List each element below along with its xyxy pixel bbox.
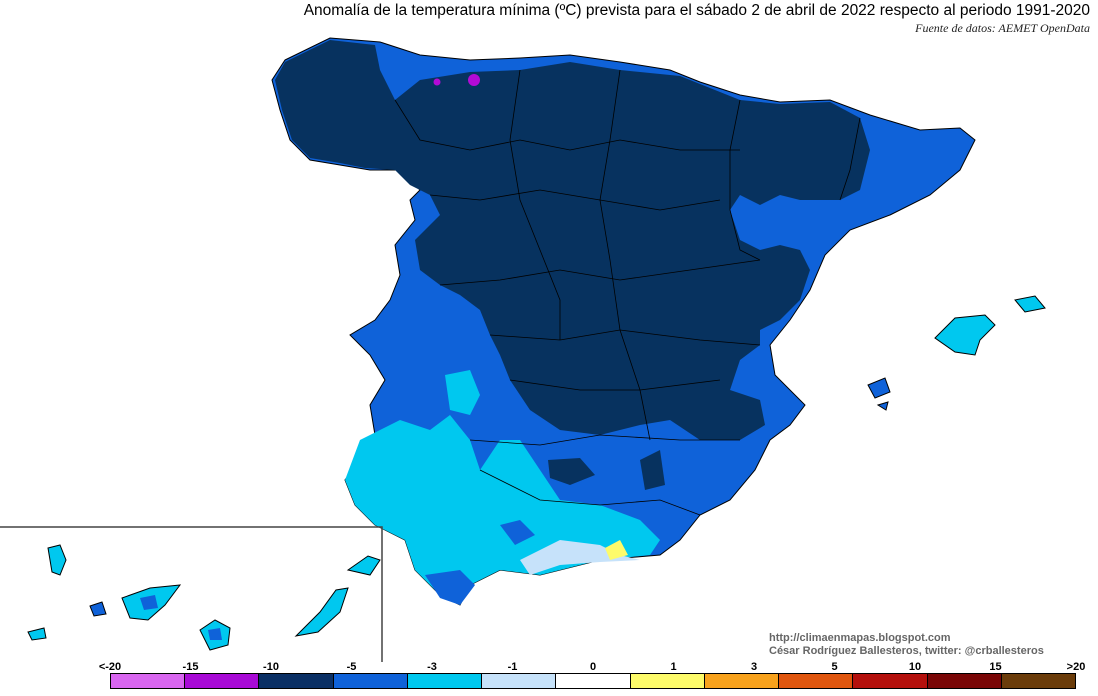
legend-swatch: [556, 674, 631, 688]
fuerteventura: [294, 587, 349, 637]
legend-swatch: [185, 674, 260, 688]
legend-swatch: [482, 674, 557, 688]
credit-blog: http://climaenmapas.blogspot.com: [769, 632, 951, 644]
legend-swatch: [779, 674, 854, 688]
magenta-spot-1: [468, 74, 480, 86]
legend-tick-label: <-20: [98, 661, 122, 673]
magenta-spot-2: [433, 78, 441, 86]
color-legend: [110, 673, 1076, 689]
formentera: [876, 401, 889, 411]
legend-swatch: [630, 674, 705, 688]
legend-swatch: [259, 674, 334, 688]
la-gomera: [89, 601, 107, 617]
legend-swatch: [111, 674, 186, 688]
cold-pocket-huelva: [425, 570, 475, 605]
legend-tick-label: 0: [589, 661, 597, 673]
legend-swatch: [333, 674, 408, 688]
very-cold-pocket-east: [640, 450, 665, 490]
la-palma: [47, 544, 67, 576]
legend-tick-label: 10: [908, 661, 922, 673]
legend-tick-label: -3: [427, 661, 437, 673]
legend-tick-label: 15: [989, 661, 1002, 673]
canary-inset-frame: [0, 526, 383, 662]
legend-swatch: [927, 674, 1002, 688]
legend-swatch: [407, 674, 483, 688]
map-title: Anomalía de la temperatura mínima (ºC) p…: [303, 2, 1090, 19]
lanzarote: [346, 555, 381, 576]
cool-region-west: [445, 370, 480, 415]
legend-swatch: [1001, 674, 1076, 688]
legend-tick-label: 3: [750, 661, 758, 673]
menorca: [1014, 295, 1046, 313]
ibiza: [867, 377, 891, 399]
legend-swatch: [853, 674, 928, 688]
very-cold-pocket-jaen: [548, 458, 595, 485]
cold-pocket-granada: [500, 520, 535, 545]
region-borders: [394, 69, 861, 516]
legend-tick-label: 5: [831, 661, 838, 673]
gran-canaria-cold: [208, 628, 222, 640]
very-cold-region: [275, 40, 870, 440]
legend-tick-label: -5: [346, 661, 357, 673]
el-hierro: [27, 627, 47, 641]
legend-tick-label: 1: [670, 661, 677, 673]
legend-swatch: [704, 674, 780, 688]
light-coastal-zone: [520, 540, 640, 575]
warm-spot: [605, 540, 628, 560]
mallorca: [934, 314, 996, 356]
credit-author: César Rodríguez Ballesteros, twitter: @c…: [769, 645, 1044, 657]
legend-tick-label: -10: [263, 661, 279, 673]
legend-tick-label: >20: [1066, 661, 1086, 673]
tenerife-cold: [140, 595, 158, 610]
legend-tick-label: -1: [507, 661, 518, 673]
data-source: Fuente de datos: AEMET OpenData: [915, 21, 1090, 35]
legend-tick-label: -15: [182, 661, 199, 673]
